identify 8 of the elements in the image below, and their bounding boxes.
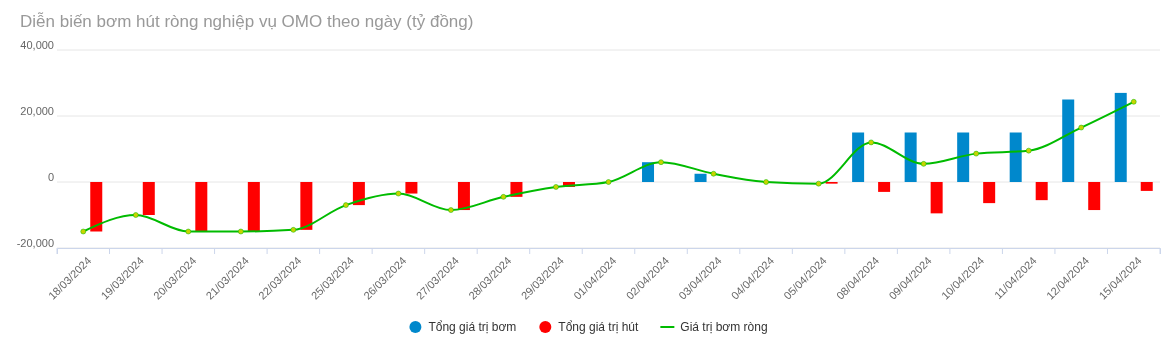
chart-title: Diễn biến bơm hút ròng nghiệp vụ OMO theo ngày (tỷ đồng) [20, 12, 474, 31]
legend-label: Tổng giá trị hút [558, 320, 640, 334]
y-tick-label: -20,000 [16, 237, 54, 250]
y-tick-label: 40,000 [20, 39, 54, 52]
y-tick-label: 20,000 [20, 105, 54, 118]
legend-label: Giá trị bơm ròng [680, 320, 768, 334]
y-tick-label: 0 [47, 171, 54, 184]
legend-label: Tổng giá trị bơm [428, 320, 517, 334]
